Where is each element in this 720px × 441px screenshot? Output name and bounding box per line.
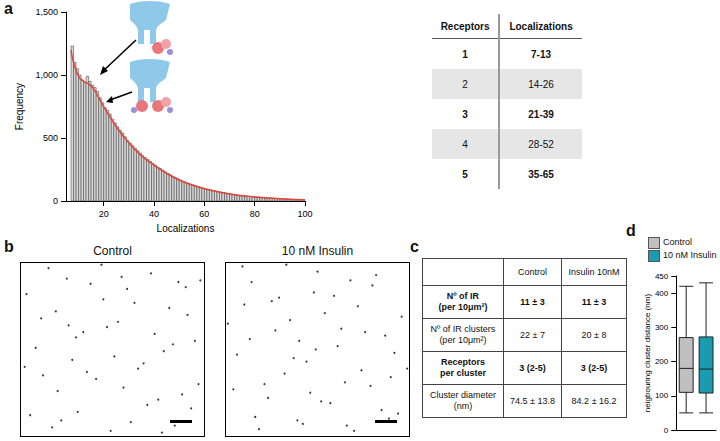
svg-text:1,500: 1,500 xyxy=(35,7,58,17)
html-text:14-26: 14-26 xyxy=(528,78,554,90)
html-text:Receptors: Receptors xyxy=(440,20,490,32)
html-text:(nm): (nm) xyxy=(453,401,473,411)
html-text:b: b xyxy=(4,238,14,255)
html-text:Nº of IR clusters: Nº of IR clusters xyxy=(430,324,496,334)
html-text:35-65: 35-65 xyxy=(528,168,554,180)
svg-text:0: 0 xyxy=(53,196,58,206)
svg-text:80: 80 xyxy=(250,209,260,219)
html-text:10 nM Insulin: 10 nM Insulin xyxy=(281,244,354,258)
svg-text:200: 200 xyxy=(655,357,669,366)
html-text:5: 5 xyxy=(462,168,468,180)
html-text:74.5 ± 13.8: 74.5 ± 13.8 xyxy=(510,395,556,406)
html-text:20 ± 8: 20 ± 8 xyxy=(581,329,607,340)
svg-text:500: 500 xyxy=(43,133,58,143)
html-text:Control: Control xyxy=(93,244,132,258)
html-text:22 ± 7: 22 ± 7 xyxy=(520,329,546,340)
html-text:Localizations: Localizations xyxy=(509,20,573,32)
html-text:3: 3 xyxy=(462,108,468,120)
html-text:Control: Control xyxy=(663,237,692,247)
html-text:3 (2-5): 3 (2-5) xyxy=(519,362,546,373)
html-text:7-13: 7-13 xyxy=(531,48,552,60)
svg-text:Frequency: Frequency xyxy=(14,83,25,130)
html-text:84.2 ± 16.2: 84.2 ± 16.2 xyxy=(571,395,617,406)
html-text:1: 1 xyxy=(462,48,468,60)
svg-text:40: 40 xyxy=(149,209,159,219)
svg-text:300: 300 xyxy=(655,323,669,332)
svg-text:Localizations: Localizations xyxy=(157,223,215,234)
html-text:3 (2-5): 3 (2-5) xyxy=(580,362,608,373)
html-text:10 nM Insulin: 10 nM Insulin xyxy=(663,250,717,260)
html-text:(per 10μm²): (per 10μm²) xyxy=(438,302,488,312)
html-text:11 ± 3: 11 ± 3 xyxy=(520,296,545,307)
html-text:c: c xyxy=(410,238,419,255)
svg-text:100: 100 xyxy=(655,391,669,400)
html-text:d: d xyxy=(626,222,636,239)
svg-text:neigbouring cluster distance (: neigbouring cluster distance (nm) xyxy=(643,294,652,413)
svg-text:100: 100 xyxy=(297,209,312,219)
html-text:Control: Control xyxy=(518,266,548,277)
html-text:2: 2 xyxy=(462,78,468,90)
html-text:Receptors: Receptors xyxy=(441,357,485,367)
svg-text:60: 60 xyxy=(199,209,209,219)
svg-text:450: 450 xyxy=(655,272,669,281)
svg-text:20: 20 xyxy=(99,209,109,219)
html-text:4: 4 xyxy=(462,138,468,150)
svg-text:0: 0 xyxy=(664,426,669,435)
html-text:(per 10μm²): (per 10μm²) xyxy=(439,335,487,345)
html-text:Cluster diameter: Cluster diameter xyxy=(430,390,496,400)
html-text:Insulin 10nM: Insulin 10nM xyxy=(568,266,620,277)
svg-text:1,000: 1,000 xyxy=(35,70,58,80)
html-text:28-52: 28-52 xyxy=(528,138,554,150)
html-text:a: a xyxy=(4,0,13,17)
html-text:per cluster: per cluster xyxy=(440,368,486,378)
html-text:11 ± 3: 11 ± 3 xyxy=(581,296,607,307)
html-text:21-39: 21-39 xyxy=(528,108,554,120)
svg-text:400: 400 xyxy=(655,289,669,298)
html-text:Nº of IR: Nº of IR xyxy=(446,291,480,301)
